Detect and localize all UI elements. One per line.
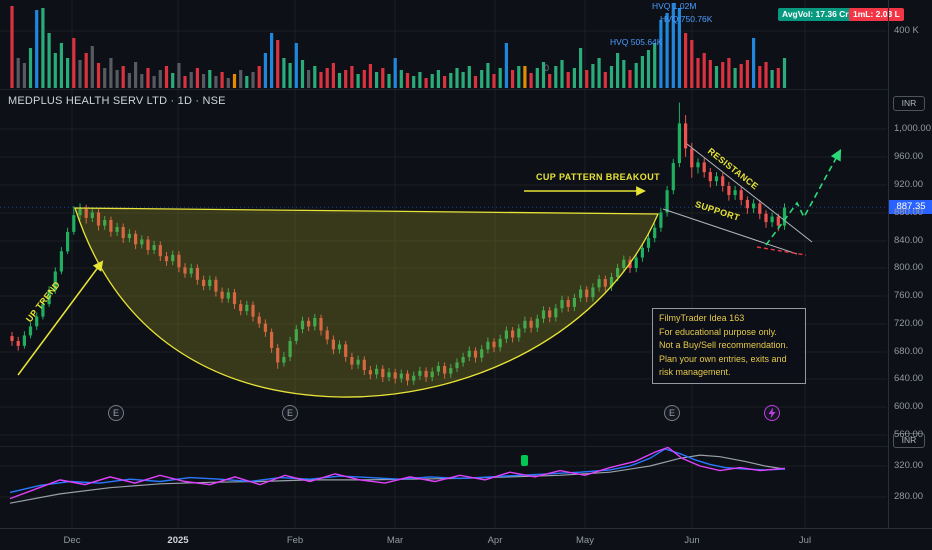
note-line: FilmyTrader Idea 163 [659,313,745,323]
cup-pattern-drawing[interactable] [74,207,659,398]
axis-label: 720.00 [894,318,924,329]
hvq-label: HVQ 505.64K [610,37,663,47]
cup-breakout-annotation[interactable]: CUP PATTERN BREAKOUT [536,172,661,182]
hvq-label: HVQ 1.02M [652,1,697,11]
axis-label: 1,000.00 [894,123,931,134]
earnings-badge[interactable]: E [108,405,124,421]
time-axis-label: Jul [798,535,812,546]
axis-label: 760.00 [894,290,924,301]
trend-drawings[interactable] [17,143,842,376]
axis-label: 400 K [894,25,919,36]
time-axis-label: Dec [63,535,81,546]
earnings-badge[interactable]: E [664,405,680,421]
pane-divider[interactable] [0,89,888,90]
indicator-lines [9,446,786,504]
time-axis-label: May [576,535,594,546]
idea-note-box[interactable]: FilmyTrader Idea 163 For educational pur… [652,308,806,384]
note-line: Not a Buy/Sell recommendation. [659,340,789,350]
lightning-icon [768,407,776,419]
time-axis[interactable]: Dec 2025 Feb Mar Apr May Jun Jul [0,528,932,550]
earnings-badge[interactable]: E [282,405,298,421]
axis-label: 880.00 [894,207,924,218]
symbol-title[interactable]: MEDPLUS HEALTH SERV LTD · 1D · NSE [8,95,226,107]
axis-label: 800.00 [894,262,924,273]
time-axis-label: Apr [487,535,503,546]
note-line: risk management. [659,367,731,377]
volume-bars [10,3,787,88]
axis-label: 640.00 [894,373,924,384]
axis-label: 280.00 [894,491,924,502]
axis-label: 560.00 [894,429,924,440]
axis-label: 680.00 [894,346,924,357]
note-line: For educational purpose only. [659,326,777,337]
axis-label: 920.00 [894,179,924,190]
indicator-signal-marker[interactable] [521,455,528,466]
note-line: Plan your own entries, exits and [659,353,787,364]
axis-label: 320.00 [894,460,924,471]
axis-label: 840.00 [894,235,924,246]
pane-divider[interactable] [0,446,888,447]
time-axis-label: Mar [386,535,404,546]
time-axis-label: Jun [684,535,700,546]
candles [10,102,787,386]
avg-volume-badge: AvgVol: 17.36 Cr [778,8,853,21]
hvq-label: HVQ 750.76K [660,14,713,24]
time-axis-label: 2025 [167,535,189,546]
volume-zero-label: 0 [544,63,550,73]
axis-label: 960.00 [894,151,924,162]
one-month-low-badge: 1mL: 2.03 L [849,8,904,21]
currency-badge[interactable]: INR [893,96,925,111]
last-price-badge: 887.35 [889,200,932,215]
flash-event-badge[interactable] [764,405,780,421]
price-axis[interactable]: INR INR 887.35 1,000.00 960.00 920.00 880.0… [888,0,932,528]
grid-lines [0,0,887,528]
currency-badge[interactable]: INR [893,433,925,448]
axis-label: 600.00 [894,401,924,412]
time-axis-label: Feb [286,535,304,546]
